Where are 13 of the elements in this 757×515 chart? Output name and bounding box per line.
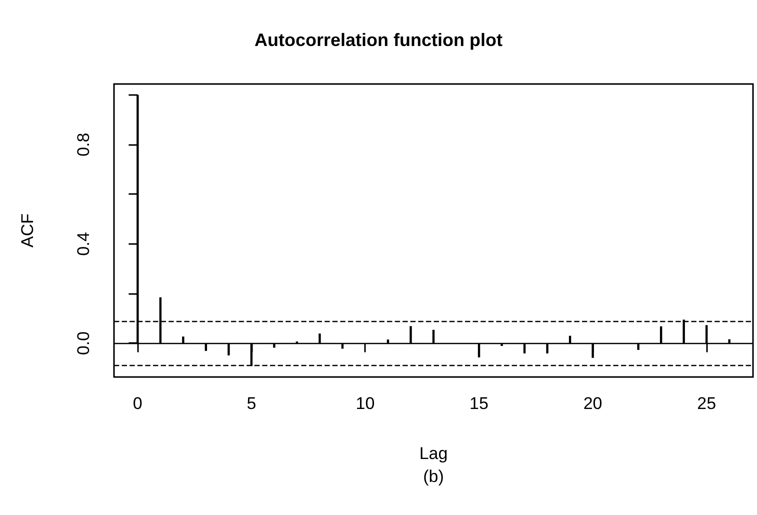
y-tick-label: 0.0 xyxy=(74,331,93,356)
x-tick-label: 20 xyxy=(583,394,602,413)
text: (b) xyxy=(423,467,444,486)
y-tick-label: 0.8 xyxy=(74,132,93,156)
x-tick-label: 10 xyxy=(356,394,375,413)
x-tick-label: 15 xyxy=(470,394,488,413)
x-tick-label: 0 xyxy=(132,394,142,413)
chart-title: Autocorrelation function plot xyxy=(254,30,502,50)
x-axis-title: Lag xyxy=(419,444,448,463)
x-tick-label: 25 xyxy=(697,394,716,413)
y-tick-label: 0.4 xyxy=(74,232,93,256)
x-tick-label: 5 xyxy=(246,394,256,413)
y-axis-title: ACF xyxy=(18,214,37,248)
